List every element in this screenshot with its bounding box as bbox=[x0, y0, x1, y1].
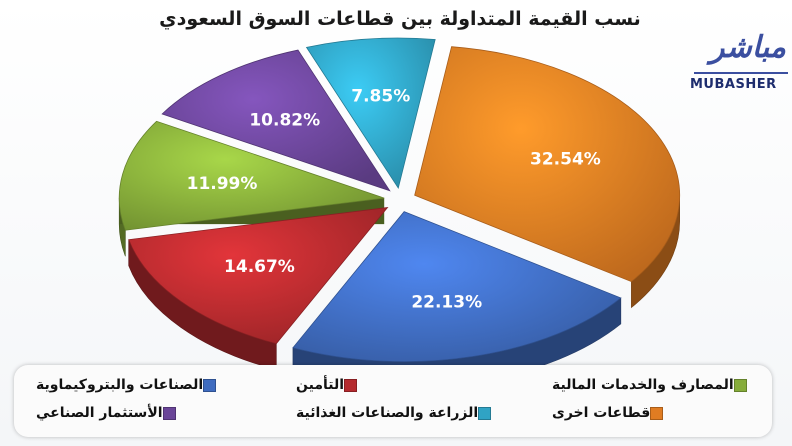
legend-label-insurance: التأمين bbox=[296, 377, 345, 393]
legend-swatch-agriculture-food bbox=[478, 406, 492, 420]
pie-label-industrial-investment: 10.82% bbox=[249, 110, 320, 130]
pie-label-other-sectors: 32.54% bbox=[530, 149, 601, 169]
pie-label-agriculture-food: 7.85% bbox=[351, 87, 410, 107]
logo-arabic-text: مباشر bbox=[710, 30, 786, 65]
pie-slice-petrochemical bbox=[292, 211, 622, 362]
legend-label-petrochemical: الصناعات والبتروكيماوية bbox=[36, 377, 204, 393]
legend-item-other-sectors: قطاعات اخرى bbox=[552, 405, 671, 421]
legend-label-industrial-investment: الأستثمار الصناعي bbox=[36, 405, 163, 421]
pie-label-insurance: 14.67% bbox=[224, 257, 295, 277]
legend-item-banking: المصارف والخدمات المالية bbox=[552, 377, 755, 393]
pie-label-petrochemical: 22.13% bbox=[411, 292, 482, 312]
legend-swatch-industrial-investment bbox=[162, 406, 176, 420]
logo-underline bbox=[694, 72, 788, 74]
logo-english-text: MUBASHER bbox=[690, 77, 777, 92]
legend-item-petrochemical: الصناعات والبتروكيماوية bbox=[36, 377, 224, 393]
pie-slice-industrial-investment bbox=[161, 49, 391, 192]
chart-legend: الصناعات والبتروكيماوية التأمين المصارف … bbox=[14, 365, 772, 437]
pie-label-banking: 11.99% bbox=[187, 174, 258, 194]
pie-slice-banking bbox=[118, 120, 385, 231]
legend-label-agriculture-food: الزراعة والصناعات الغذائية bbox=[296, 405, 479, 421]
legend-label-banking: المصارف والخدمات المالية bbox=[552, 377, 734, 393]
legend-swatch-other-sectors bbox=[650, 406, 664, 420]
legend-swatch-insurance bbox=[344, 378, 358, 392]
mubasher-logo: مباشر MUBASHER bbox=[688, 30, 792, 92]
legend-item-industrial-investment: الأستثمار الصناعي bbox=[36, 405, 184, 421]
legend-item-insurance: التأمين bbox=[296, 377, 365, 393]
legend-swatch-petrochemical bbox=[203, 378, 217, 392]
pie-slice-other-sectors bbox=[414, 46, 681, 283]
legend-item-agriculture-food: الزراعة والصناعات الغذائية bbox=[296, 405, 499, 421]
pie-slice-insurance bbox=[128, 206, 389, 345]
legend-label-other-sectors: قطاعات اخرى bbox=[552, 405, 651, 421]
chart-title: نسب القيمة المتداولة بين قطاعات السوق ال… bbox=[159, 8, 641, 30]
pie-slice-agriculture-food bbox=[305, 37, 436, 190]
pie-tops bbox=[118, 37, 681, 362]
legend-swatch-banking bbox=[733, 378, 747, 392]
pie-labels: 32.54% 22.13% 14.67% 11.99% 10.82% 7.85% bbox=[187, 87, 601, 313]
